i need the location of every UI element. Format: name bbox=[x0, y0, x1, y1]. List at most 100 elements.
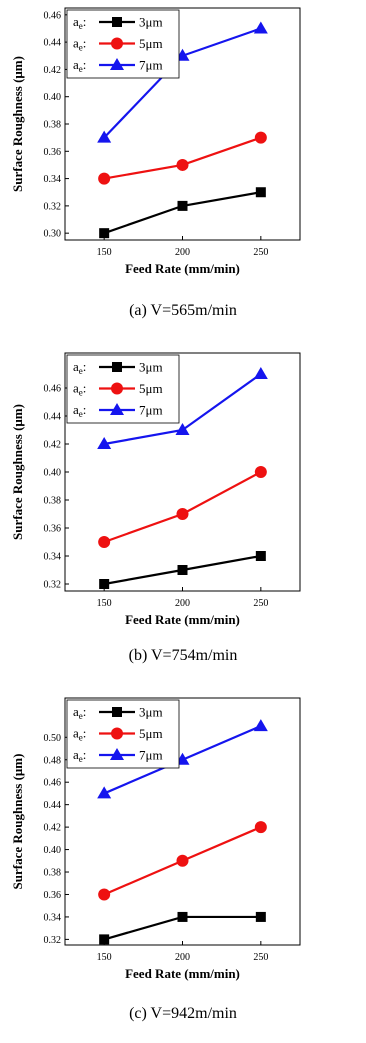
legend-label: 5μm bbox=[139, 726, 163, 741]
legend-prefix: ae: bbox=[73, 726, 86, 743]
y-tick-label: 0.40 bbox=[44, 468, 62, 479]
x-tick-label: 200 bbox=[175, 247, 190, 258]
legend-label: 5μm bbox=[139, 36, 163, 51]
legend-prefix-letter: a bbox=[73, 726, 79, 741]
data-point bbox=[98, 888, 111, 901]
y-tick-label: 0.42 bbox=[44, 440, 62, 451]
legend-prefix-subscript: e bbox=[79, 754, 83, 764]
y-tick-label: 0.42 bbox=[44, 823, 62, 834]
legend-prefix-subscript: e bbox=[79, 64, 83, 74]
data-point bbox=[97, 437, 112, 449]
legend-marker bbox=[112, 362, 122, 372]
data-point bbox=[98, 172, 111, 185]
legend-marker bbox=[110, 58, 124, 70]
chart-a: 0.30 0.32 0.34 0.36 0.38 0.40 0.42 0.44 0.46 150 2… bbox=[10, 7, 301, 276]
series-markers bbox=[98, 131, 267, 185]
data-point bbox=[253, 367, 268, 379]
data-point bbox=[110, 748, 124, 760]
x-tick-label: 250 bbox=[253, 952, 268, 963]
data-point bbox=[176, 854, 189, 867]
data-point bbox=[254, 131, 267, 144]
data-point bbox=[110, 403, 124, 415]
legend-prefix-subscript: e bbox=[79, 21, 83, 31]
legend-prefix-letter: a bbox=[73, 14, 79, 29]
legend-marker bbox=[111, 37, 123, 50]
legend-label: 7μm bbox=[139, 403, 163, 418]
chart-caption: (a) V=565m/min bbox=[129, 302, 237, 319]
legend-prefix-subscript: e bbox=[79, 388, 83, 398]
y-tick-label: 0.36 bbox=[44, 147, 62, 158]
data-point bbox=[176, 158, 189, 171]
chart-caption: (b) V=754m/min bbox=[128, 647, 238, 664]
legend-prefix: ae: bbox=[73, 381, 86, 398]
series-line bbox=[103, 191, 262, 235]
legend-label: 5μm bbox=[139, 381, 163, 396]
data-point bbox=[254, 821, 267, 834]
legend-marker bbox=[110, 403, 124, 415]
legend-prefix-colon: : bbox=[83, 14, 87, 29]
y-tick-label: 0.38 bbox=[44, 868, 62, 879]
y-tick-label: 0.32 bbox=[44, 201, 62, 212]
data-point bbox=[255, 911, 266, 922]
legend-prefix-colon: : bbox=[83, 57, 87, 72]
y-tick-label: 0.34 bbox=[44, 912, 62, 923]
y-tick-label: 0.34 bbox=[44, 552, 62, 563]
data-point bbox=[253, 719, 268, 732]
data-point bbox=[97, 130, 112, 143]
x-tick-label: 200 bbox=[175, 952, 190, 963]
y-tick-label: 0.46 bbox=[44, 10, 62, 21]
data-point bbox=[99, 228, 110, 239]
x-tick-label: 150 bbox=[97, 247, 112, 258]
series-line bbox=[103, 136, 262, 180]
y-tick-label: 0.44 bbox=[44, 800, 62, 811]
legend-label: 3μm bbox=[139, 15, 163, 30]
data-point bbox=[111, 382, 123, 395]
data-point bbox=[97, 786, 112, 799]
legend-prefix: ae: bbox=[73, 704, 86, 721]
data-point bbox=[255, 551, 266, 561]
data-point bbox=[177, 200, 188, 211]
legend-prefix-letter: a bbox=[73, 704, 79, 719]
data-point bbox=[175, 423, 190, 435]
legend-marker bbox=[111, 382, 123, 395]
legend-label: 3μm bbox=[139, 705, 163, 720]
legend-prefix-letter: a bbox=[73, 747, 79, 762]
y-tick-label: 0.38 bbox=[44, 496, 62, 507]
data-point bbox=[98, 536, 111, 548]
x-axis-label: Feed Rate (mm/min) bbox=[125, 612, 240, 627]
data-point bbox=[111, 37, 123, 50]
legend-prefix-colon: : bbox=[83, 402, 87, 417]
legend-prefix-subscript: e bbox=[79, 711, 83, 721]
legend-label: 7μm bbox=[139, 748, 163, 763]
legend-prefix-colon: : bbox=[83, 747, 87, 762]
legend-marker bbox=[110, 748, 124, 760]
data-point bbox=[255, 187, 266, 198]
data-point bbox=[99, 934, 110, 945]
legend-marker bbox=[112, 707, 122, 717]
data-point bbox=[177, 565, 188, 575]
series-markers bbox=[99, 187, 266, 239]
y-tick-label: 0.46 bbox=[44, 778, 62, 789]
y-axis-label: Surface Roughness (μm) bbox=[10, 404, 25, 540]
chart-panel-c: 0.32 0.34 0.36 0.38 0.40 0.42 0.44 0.46 0.48 0.50… bbox=[0, 690, 366, 1043]
legend-prefix: ae: bbox=[73, 747, 86, 764]
series-markers bbox=[98, 821, 267, 901]
y-tick-label: 0.32 bbox=[44, 580, 62, 591]
series-markers bbox=[99, 911, 266, 945]
legend-prefix: ae: bbox=[73, 402, 86, 419]
legend-prefix-colon: : bbox=[83, 381, 87, 396]
x-tick-label: 250 bbox=[253, 598, 268, 609]
y-tick-label: 0.44 bbox=[44, 38, 62, 49]
legend-prefix: ae: bbox=[73, 14, 86, 31]
legend-prefix-colon: : bbox=[83, 36, 87, 51]
series-markers bbox=[98, 466, 267, 548]
y-tick-label: 0.44 bbox=[44, 412, 62, 423]
legend-prefix-letter: a bbox=[73, 359, 79, 374]
y-tick-label: 0.34 bbox=[44, 174, 62, 185]
legend-prefix-letter: a bbox=[73, 36, 79, 51]
legend-prefix-subscript: e bbox=[79, 366, 83, 376]
legend-marker bbox=[112, 17, 122, 27]
legend-prefix-subscript: e bbox=[79, 733, 83, 743]
chart-panel-b: 0.32 0.34 0.36 0.38 0.40 0.42 0.44 0.46 150 200 25… bbox=[0, 345, 366, 690]
series-markers bbox=[97, 367, 268, 449]
